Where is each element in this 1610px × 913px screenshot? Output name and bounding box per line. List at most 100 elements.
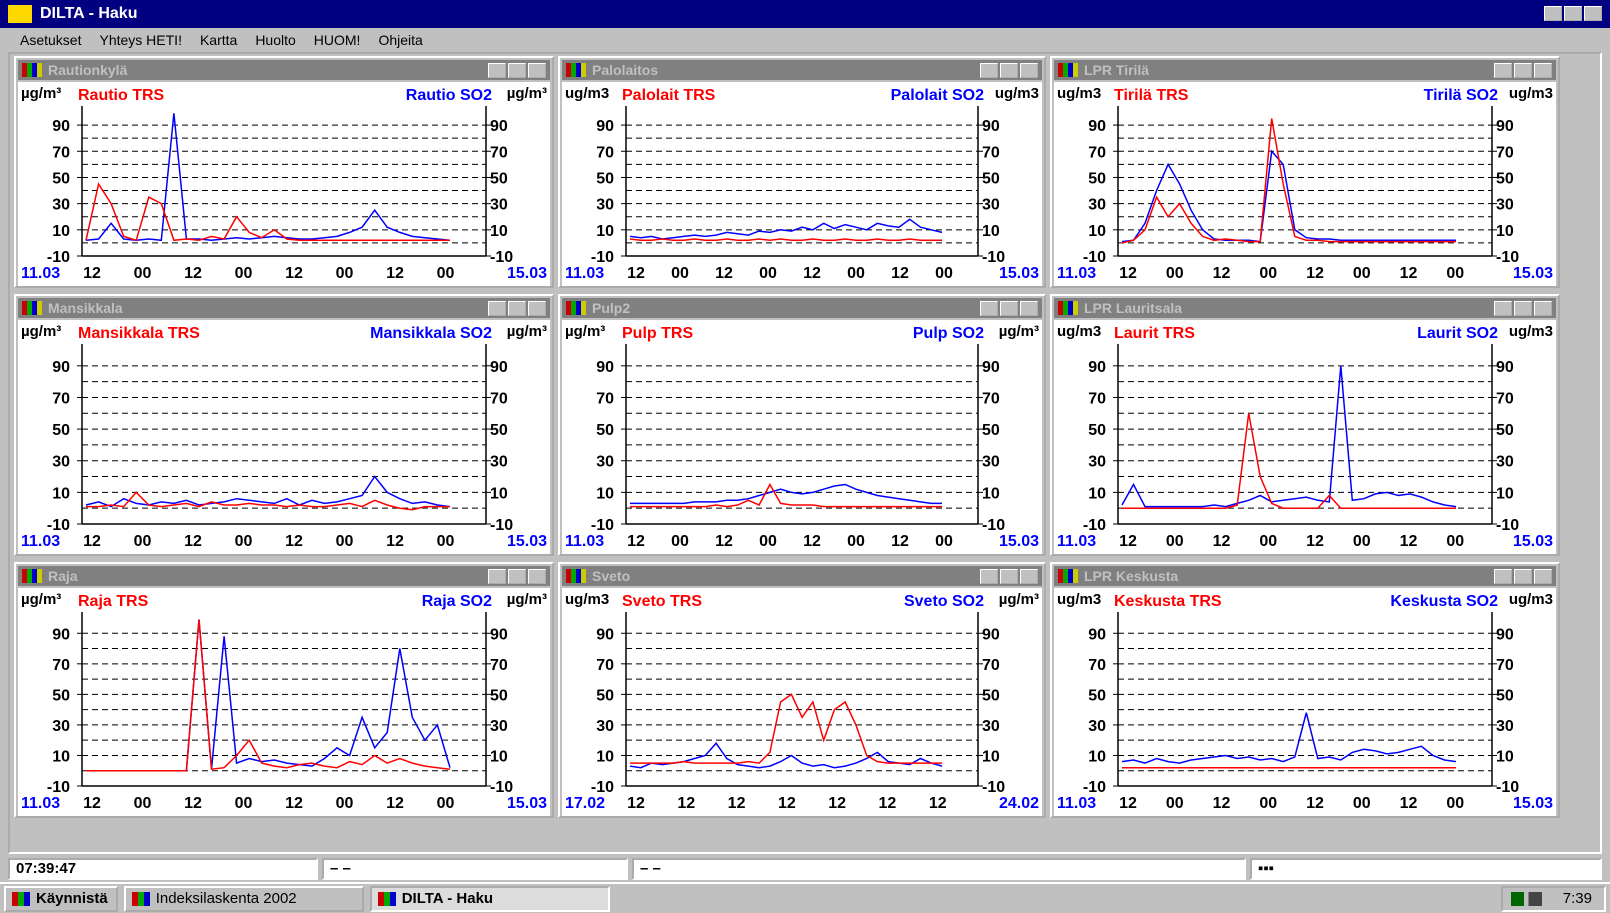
x-tick-label: 00 — [1353, 795, 1371, 812]
window-button[interactable] — [488, 63, 506, 78]
window-title-bar: Raja — [18, 566, 550, 586]
window-button[interactable] — [1494, 569, 1512, 584]
y-tick-label: -10 — [591, 779, 614, 796]
y-tick-label: 10 — [1088, 223, 1106, 240]
task-button[interactable]: Indeksilaskenta 2002 — [123, 886, 364, 912]
chart: ug/m3 ug/m3 Tirilä TRS Tirilä SO2 90 90 70 70 50… — [1054, 82, 1556, 286]
start-button[interactable]: Käynnistä — [4, 886, 118, 912]
caption-button[interactable] — [1544, 6, 1562, 21]
window-button[interactable] — [980, 569, 998, 584]
window-button[interactable] — [1534, 301, 1552, 316]
x-tick-label: 00 — [1166, 795, 1184, 812]
window-button[interactable] — [1000, 569, 1018, 584]
y-tick-label-right: -10 — [982, 517, 1005, 534]
y-tick-label: 10 — [52, 748, 70, 765]
window-button[interactable] — [528, 569, 546, 584]
right-unit: ug/m3 — [1509, 591, 1553, 608]
y-tick-label-right: 70 — [1496, 390, 1514, 407]
x-tick-label: 12 — [386, 265, 404, 282]
x-tick-label: 12 — [184, 533, 202, 550]
window-button[interactable] — [508, 569, 526, 584]
x-tick-label: 00 — [1166, 533, 1184, 550]
task-button[interactable]: DILTA - Haku — [369, 886, 610, 912]
x-tick-label: 12 — [627, 795, 645, 812]
window-button[interactable] — [1534, 569, 1552, 584]
x-tick-label: 12 — [1306, 533, 1324, 550]
start-date: 11.03 — [565, 533, 604, 550]
y-tick-label: 90 — [1088, 626, 1106, 643]
start-date: 11.03 — [1057, 533, 1096, 550]
window-button[interactable] — [488, 301, 506, 316]
y-tick-label-right: -10 — [490, 779, 513, 796]
caption-button[interactable] — [1564, 6, 1582, 21]
window-button[interactable] — [1514, 301, 1532, 316]
menu-item[interactable]: Kartta — [199, 32, 238, 48]
right-unit: ug/m3 — [1509, 85, 1553, 102]
so2-line — [86, 619, 451, 772]
x-tick-label: 00 — [847, 265, 865, 282]
window-button[interactable] — [508, 301, 526, 316]
x-tick-label: 12 — [285, 533, 303, 550]
status-panel: ▪▪▪ — [1250, 858, 1602, 880]
window-button[interactable] — [1494, 301, 1512, 316]
menu-item[interactable]: Ohjeita — [378, 32, 423, 48]
task-icon — [377, 892, 396, 906]
y-tick-label-right: -10 — [1496, 779, 1519, 796]
end-date: 15.03 — [999, 533, 1039, 550]
window-button[interactable] — [1000, 301, 1018, 316]
chart: ug/m3 µg/m³ Sveto TRS Sveto SO2 90 90 70 70 50 50… — [562, 588, 1042, 816]
window-button[interactable] — [980, 301, 998, 316]
app-icon — [8, 5, 32, 23]
window-button[interactable] — [528, 301, 546, 316]
window-title: Rautionkylä — [48, 62, 128, 78]
x-tick-label: 12 — [715, 533, 733, 550]
y-tick-label: 30 — [596, 718, 614, 735]
window-title: LPR Tirilä — [1084, 62, 1150, 78]
chart-window: Rautionkylä µg/m³ µg/m³ Rautio TRS Rautio SO… — [14, 56, 554, 288]
y-tick-label: -10 — [47, 517, 70, 534]
y-tick-label-right: 30 — [982, 718, 1000, 735]
menu-item[interactable]: Yhteys HETI! — [99, 32, 182, 48]
menu-item[interactable]: Huolto — [255, 32, 296, 48]
start-date: 11.03 — [1057, 795, 1096, 812]
legend-so2: Pulp SO2 — [913, 325, 984, 342]
y-tick-label-right: 30 — [1496, 718, 1514, 735]
window-button[interactable] — [1020, 569, 1038, 584]
window-button[interactable] — [1514, 569, 1532, 584]
window-button[interactable] — [1020, 301, 1038, 316]
caption-button[interactable] — [1584, 6, 1602, 21]
window-button[interactable] — [1000, 63, 1018, 78]
menu-item[interactable]: Asetukset — [20, 32, 82, 48]
window-button[interactable] — [1494, 63, 1512, 78]
x-tick-label: 00 — [1259, 795, 1277, 812]
x-tick-label: 00 — [935, 533, 953, 550]
window-button[interactable] — [528, 63, 546, 78]
x-tick-label: 12 — [1306, 795, 1324, 812]
window-buttons — [980, 301, 1038, 316]
end-date: 15.03 — [1513, 265, 1553, 282]
window-button[interactable] — [1534, 63, 1552, 78]
window-title: Pulp2 — [592, 300, 631, 316]
y-tick-label-right: 50 — [1496, 170, 1514, 187]
left-unit: ug/m3 — [1057, 323, 1101, 340]
menu-item[interactable]: HUOM! — [313, 32, 361, 48]
end-date: 15.03 — [507, 265, 547, 282]
y-tick-label: 90 — [1088, 359, 1106, 376]
y-tick-label: 50 — [1088, 422, 1106, 439]
right-unit: µg/m³ — [507, 85, 547, 102]
y-tick-label: 70 — [596, 657, 614, 674]
x-tick-label: 00 — [235, 795, 253, 812]
window-button[interactable] — [1514, 63, 1532, 78]
end-date: 15.03 — [999, 265, 1039, 282]
left-unit: µg/m³ — [21, 323, 61, 340]
y-tick-label-right: 70 — [982, 657, 1000, 674]
window-button[interactable] — [508, 63, 526, 78]
chart-window: Sveto ug/m3 µg/m³ Sveto TRS Sveto SO2 90 90 70 7… — [558, 562, 1046, 818]
chart: ug/m3 ug/m3 Laurit TRS Laurit SO2 90 90 70 70 50… — [1054, 320, 1556, 554]
window-buttons — [1494, 569, 1552, 584]
window-button[interactable] — [488, 569, 506, 584]
window-button[interactable] — [980, 63, 998, 78]
y-tick-label-right: 90 — [982, 626, 1000, 643]
window-button[interactable] — [1020, 63, 1038, 78]
trs-line — [1121, 118, 1456, 244]
